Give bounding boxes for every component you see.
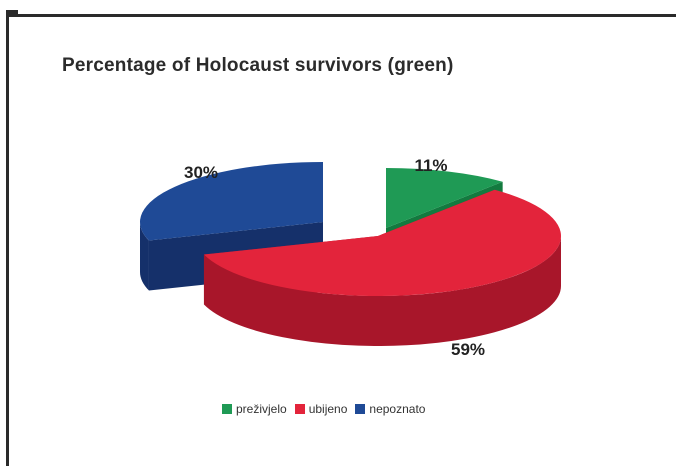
slice-survived — [386, 168, 503, 228]
slice-side-killed — [203, 236, 561, 346]
slice-killed — [203, 189, 561, 297]
data-label-unknown: 30% — [184, 163, 218, 182]
slice-side-unknown — [140, 222, 149, 291]
legend-item-survived: preživjelo — [222, 402, 287, 416]
legend-item-unknown: nepoznato — [355, 402, 425, 416]
chart-legend: preživjelo ubijeno nepoznato — [222, 402, 433, 416]
data-label-survived: 11% — [414, 156, 447, 175]
legend-label-unknown: nepoznato — [369, 402, 426, 416]
legend-swatch-killed — [294, 404, 305, 414]
legend-swatch-survived — [222, 404, 232, 414]
chart-title: Percentage of Holocaust survivors (green… — [62, 55, 454, 76]
legend-label-killed: ubijeno — [308, 402, 348, 416]
data-label-killed: 59% — [451, 340, 485, 359]
legend-item-killed: ubijeno — [294, 402, 348, 416]
slice-unknown — [139, 162, 323, 241]
legend-label-survived: preživjelo — [236, 402, 287, 416]
legend-swatch-unknown — [355, 404, 366, 414]
frame-corner — [6, 10, 18, 14]
